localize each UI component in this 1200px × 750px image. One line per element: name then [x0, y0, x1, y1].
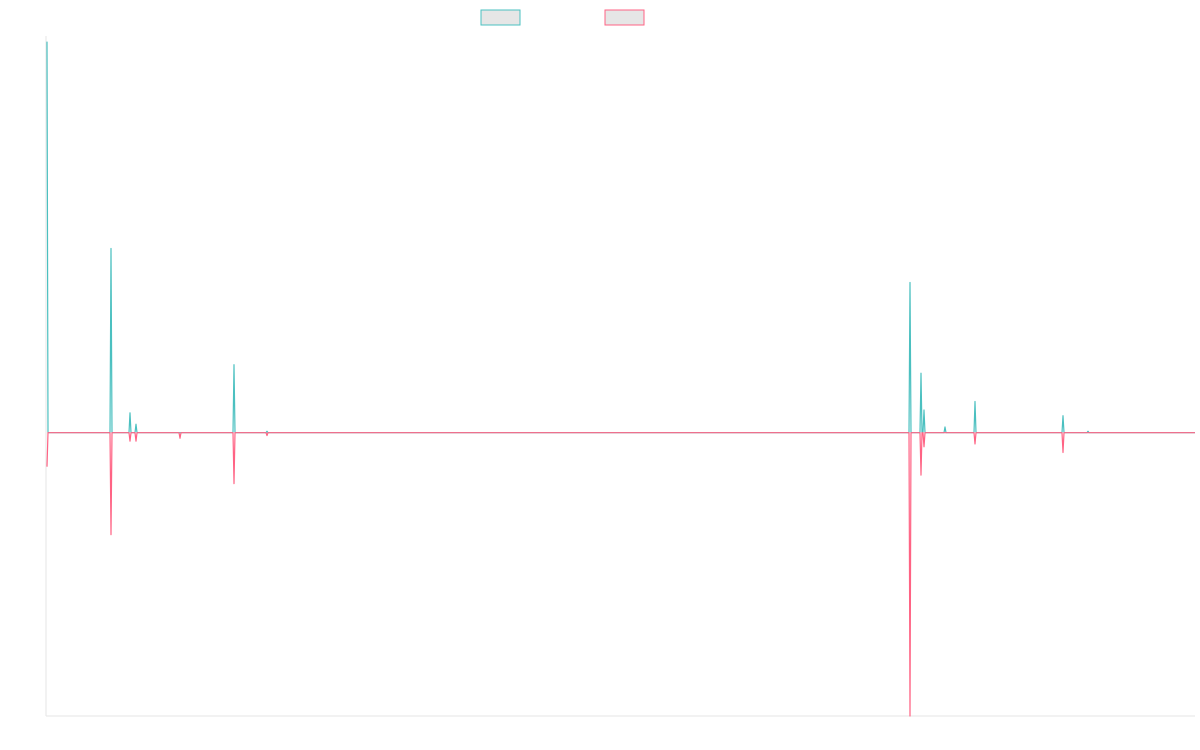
series-layer: [46, 41, 1195, 717]
axes: [45, 36, 1195, 717]
legend-swatch-1[interactable]: [480, 9, 521, 26]
series-line-1: [46, 41, 1195, 434]
legend[interactable]: [480, 9, 645, 26]
series-line-2: [46, 432, 1195, 717]
legend-swatch-2[interactable]: [604, 9, 645, 26]
